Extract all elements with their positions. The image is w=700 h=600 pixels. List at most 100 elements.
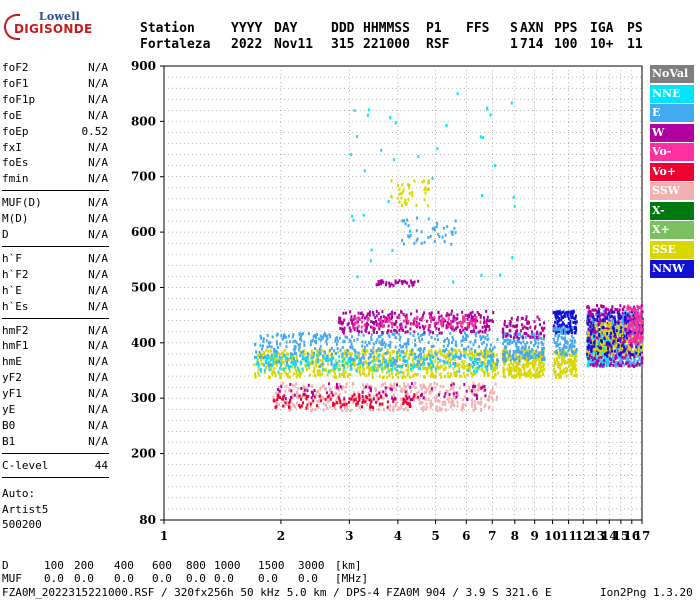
echo-point-w	[384, 386, 387, 390]
echo-point-nne	[377, 354, 380, 358]
echo-point-ssw	[344, 390, 347, 394]
echo-point-ssw	[304, 386, 307, 390]
echo-point-sse	[571, 365, 574, 369]
echo-point-vo	[436, 321, 439, 325]
echo-point-sse	[513, 373, 516, 377]
echo-point-sse	[554, 370, 557, 374]
echo-point-e	[287, 334, 290, 338]
echo-point-vo	[384, 318, 386, 322]
header-ffs-label: FFS	[466, 21, 490, 36]
echo-point-ssw	[436, 382, 439, 386]
echo-point-e	[535, 349, 538, 353]
echo-point-e	[553, 328, 556, 332]
echo-point-nnw	[598, 328, 601, 331]
echo-point-sse	[518, 373, 521, 377]
param-h-e: h`E N/A	[2, 283, 108, 298]
echo-point-vo	[635, 309, 638, 313]
echo-point-sse	[535, 373, 538, 377]
echo-point-ssw	[351, 382, 354, 386]
echo-point-e	[363, 356, 366, 360]
echo-point-nnw	[590, 330, 592, 334]
echo-point-w	[516, 316, 519, 320]
echo-point-sse	[285, 352, 288, 356]
echo-point-e	[263, 355, 266, 359]
echo-point-e	[262, 337, 265, 341]
echo-point-e	[363, 345, 366, 349]
echo-point-e	[280, 334, 283, 338]
echo-point-sse	[601, 348, 603, 352]
echo-point-vo	[309, 402, 312, 406]
echo-point-e	[520, 346, 523, 350]
echo-point-e	[326, 337, 329, 341]
echo-point-ssw	[444, 403, 447, 406]
echo-point-sse	[618, 349, 621, 353]
echo-point-w	[630, 345, 633, 349]
echo-point-e	[311, 338, 314, 342]
echo-point-w	[375, 314, 378, 318]
echo-point-vo	[627, 334, 630, 338]
echo-point-ssw	[474, 403, 477, 407]
echo-point-e	[520, 352, 523, 356]
echo-point-e	[524, 353, 527, 357]
echo-point-sse	[449, 375, 452, 378]
echo-point-ssw	[414, 386, 417, 389]
echo-point-e	[503, 345, 506, 349]
echo-point-e	[351, 335, 354, 339]
echo-point-w	[438, 331, 441, 335]
echo-point-sse	[616, 344, 619, 347]
echo-point-w	[626, 346, 629, 350]
divider	[2, 452, 109, 454]
echo-point-e	[555, 341, 558, 345]
echo-point-vo	[299, 405, 301, 409]
echo-point-sse	[415, 365, 418, 368]
echo-point-sse	[619, 322, 622, 326]
echo-point-vo	[369, 403, 372, 407]
echo-point-nne	[591, 360, 594, 364]
echo-point-sse	[510, 374, 513, 378]
echo-point-sse	[605, 335, 608, 339]
header-s-label: S	[510, 21, 518, 36]
echo-point-sse	[502, 374, 505, 378]
echo-point-sse	[482, 362, 485, 365]
echo-point-e	[400, 345, 403, 349]
echo-point-e	[342, 364, 345, 367]
echo-point-sse	[311, 352, 313, 355]
echo-point-w	[290, 389, 293, 393]
echo-point-sse	[383, 366, 386, 370]
echo-point-e	[446, 225, 449, 229]
echo-point-vo	[450, 322, 453, 326]
echo-point-e	[475, 331, 478, 335]
echo-point-vo	[433, 322, 436, 326]
echo-point-ssw	[283, 404, 286, 408]
echo-point-ssw	[368, 384, 371, 388]
echo-point-w	[618, 363, 621, 367]
echo-point-sse	[641, 343, 644, 347]
echo-point-sse	[313, 373, 316, 376]
echo-point-sse	[484, 362, 487, 366]
echo-point-e	[306, 355, 309, 359]
echo-point-e	[388, 335, 391, 339]
echo-point-nne	[588, 363, 591, 367]
echo-point-e	[376, 338, 379, 342]
echo-point-e	[560, 327, 563, 331]
echo-point-e	[399, 335, 402, 339]
echo-point-w	[588, 356, 591, 360]
echo-point-w	[590, 355, 593, 359]
echo-point-w	[595, 364, 598, 368]
echo-point-ssw	[429, 406, 432, 410]
echo-point-e	[501, 353, 504, 356]
echo-point-sse	[369, 367, 372, 371]
echo-point-vo	[391, 325, 394, 329]
echo-point-sse	[368, 369, 371, 373]
echo-point-nne	[316, 360, 319, 364]
echo-point-sse	[358, 369, 361, 373]
echo-point-e	[362, 333, 365, 337]
echo-point-e	[319, 334, 322, 338]
echo-point-e	[506, 342, 509, 346]
echo-point-w	[506, 324, 509, 328]
echo-point-e	[478, 357, 481, 361]
echo-point-nnw	[571, 313, 574, 317]
echo-point-w	[613, 359, 616, 363]
echo-point-nne	[430, 367, 433, 370]
echo-point-ssw	[423, 391, 426, 395]
